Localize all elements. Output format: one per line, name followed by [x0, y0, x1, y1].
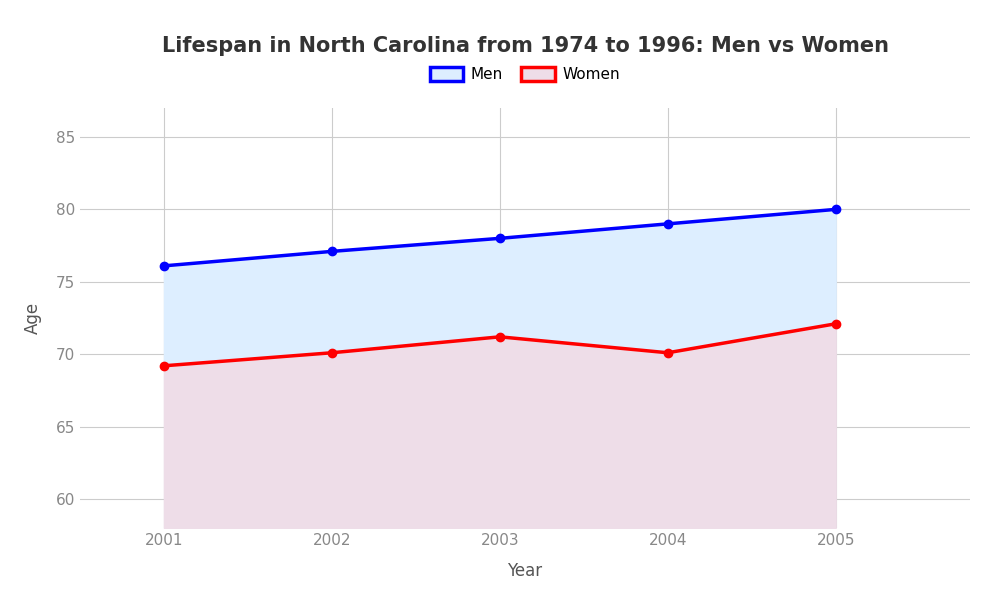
- Y-axis label: Age: Age: [24, 302, 42, 334]
- Legend: Men, Women: Men, Women: [424, 61, 626, 88]
- X-axis label: Year: Year: [507, 562, 543, 580]
- Title: Lifespan in North Carolina from 1974 to 1996: Men vs Women: Lifespan in North Carolina from 1974 to …: [162, 37, 889, 56]
